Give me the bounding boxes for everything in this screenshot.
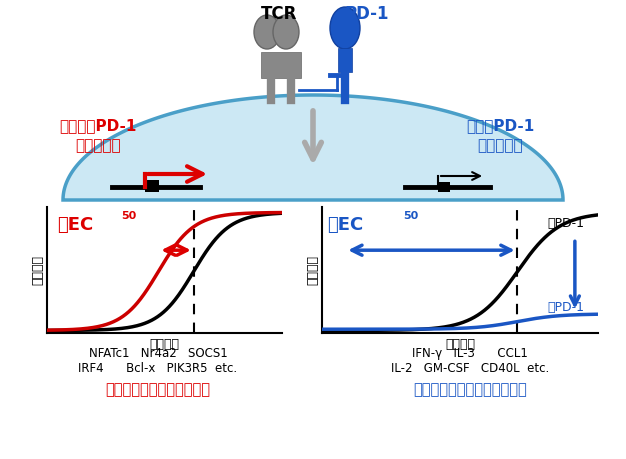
- Text: 抑制的基因: 抑制的基因: [477, 138, 523, 153]
- Text: PD-1: PD-1: [345, 5, 389, 23]
- Text: 转录、细胞凋亡、信号转导: 转录、细胞凋亡、信号转导: [106, 382, 210, 397]
- Ellipse shape: [330, 7, 360, 49]
- Bar: [438, 182, 450, 192]
- Text: IRF4      Bcl-x   PIK3R5  etc.: IRF4 Bcl-x PIK3R5 etc.: [78, 362, 237, 375]
- Ellipse shape: [273, 15, 299, 49]
- Text: 50: 50: [121, 211, 136, 221]
- Y-axis label: 啪应水平: 啪应水平: [307, 255, 320, 285]
- Bar: [261, 52, 301, 78]
- Bar: [145, 180, 159, 192]
- Text: TCR: TCR: [261, 5, 297, 23]
- Text: IL-2   GM-CSF   CD40L  etc.: IL-2 GM-CSF CD40L etc.: [391, 362, 549, 375]
- Text: 细胞因子、效应子、免疫调控: 细胞因子、效应子、免疫调控: [413, 382, 527, 397]
- Y-axis label: 啪应水平: 啪应水平: [31, 255, 44, 285]
- Bar: [338, 48, 352, 72]
- Ellipse shape: [254, 15, 280, 49]
- Text: 有PD-1: 有PD-1: [547, 301, 584, 314]
- Text: 低EC: 低EC: [57, 216, 93, 234]
- Text: 50: 50: [403, 211, 418, 221]
- Polygon shape: [63, 95, 563, 200]
- Text: IFN-γ   IL-3      CCL1: IFN-γ IL-3 CCL1: [412, 347, 528, 360]
- X-axis label: 刺激强度: 刺激强度: [150, 338, 179, 351]
- Text: 抑制的基因: 抑制的基因: [75, 138, 121, 153]
- X-axis label: 刺激强度: 刺激强度: [445, 338, 475, 351]
- Text: 不容易被PD-1: 不容易被PD-1: [59, 118, 136, 133]
- Text: 无PD-1: 无PD-1: [547, 217, 584, 230]
- Text: NFATc1   Nr4a2   SOCS1: NFATc1 Nr4a2 SOCS1: [89, 347, 227, 360]
- Text: 低EC: 低EC: [327, 216, 363, 234]
- Text: 容易被PD-1: 容易被PD-1: [466, 118, 534, 133]
